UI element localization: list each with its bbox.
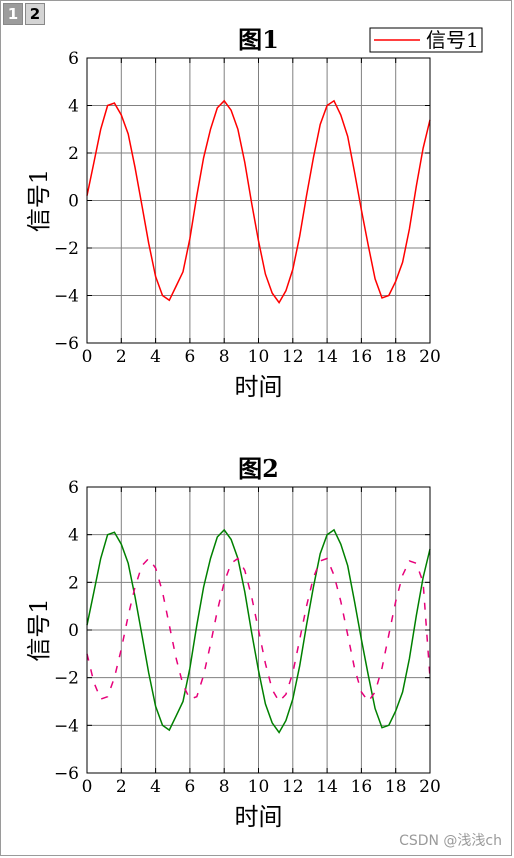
y-axis-label: 信号1 [25,598,53,661]
chart-2: 0 2 4 6 8 10 12 14 16 18 20 −6 −4 −2 0 2 4 6 图2 时间 信号1 [25,454,441,831]
x-tick-label: 20 [419,777,441,797]
x-tick-label: 0 [82,777,93,797]
tab-2[interactable]: 2 [25,3,45,25]
x-tick-label: 10 [248,777,270,797]
chart-title: 图2 [238,454,279,483]
x-axis-label: 时间 [235,803,283,831]
y-tick-label: 0 [68,621,79,641]
y-tick-label: −4 [54,716,79,736]
y-tick-label: 2 [68,573,79,593]
x-tick-label: 18 [385,347,407,367]
x-tick-label: 16 [351,347,373,367]
x-tick-label: 20 [419,347,441,367]
x-tick-label: 10 [248,347,270,367]
x-axis-label: 时间 [235,373,283,401]
y-tick-label: 6 [68,478,79,498]
y-tick-label: −6 [54,764,79,784]
x-tick-label: 8 [219,347,230,367]
series-line-2 [86,557,431,703]
y-tick-label: 4 [68,526,79,546]
y-tick-label: −2 [54,239,79,259]
x-tick-label: 12 [282,777,304,797]
x-tick-label: 14 [316,777,338,797]
x-tick-label: 0 [82,347,93,367]
watermark: CSDN @浅浅ch [399,833,502,849]
y-tick-label: −4 [54,287,79,307]
y-tick-label: 0 [68,192,79,212]
y-tick-label: −6 [54,334,79,354]
y-tick-label: 6 [68,49,79,69]
y-tick-label: −2 [54,669,79,689]
y-axis-label: 信号1 [25,169,53,232]
x-tick-label: 6 [184,777,195,797]
x-tick-label: 2 [116,777,127,797]
x-tick-label: 2 [116,347,127,367]
y-tick-label: 2 [68,144,79,164]
x-tick-label: 8 [219,777,230,797]
x-tick-label: 12 [282,347,304,367]
legend-label: 信号1 [426,28,479,52]
chart-title: 图1 [238,25,279,54]
tab-1[interactable]: 1 [3,3,23,25]
series-line-1 [86,99,431,304]
series-line-1 [86,528,431,734]
x-tick-label: 18 [385,777,407,797]
figure-tabs: 1 2 [3,3,45,25]
x-tick-label: 14 [316,347,338,367]
chart-1: 0 2 4 6 8 10 12 14 16 18 20 −6 −4 −2 0 2 4 6 图1 时间 信号1 信号1 [25,25,483,401]
x-tick-label: 16 [351,777,373,797]
x-tick-label: 4 [150,777,161,797]
y-tick-label: 4 [68,97,79,117]
x-tick-label: 6 [184,347,195,367]
x-tick-label: 4 [150,347,161,367]
